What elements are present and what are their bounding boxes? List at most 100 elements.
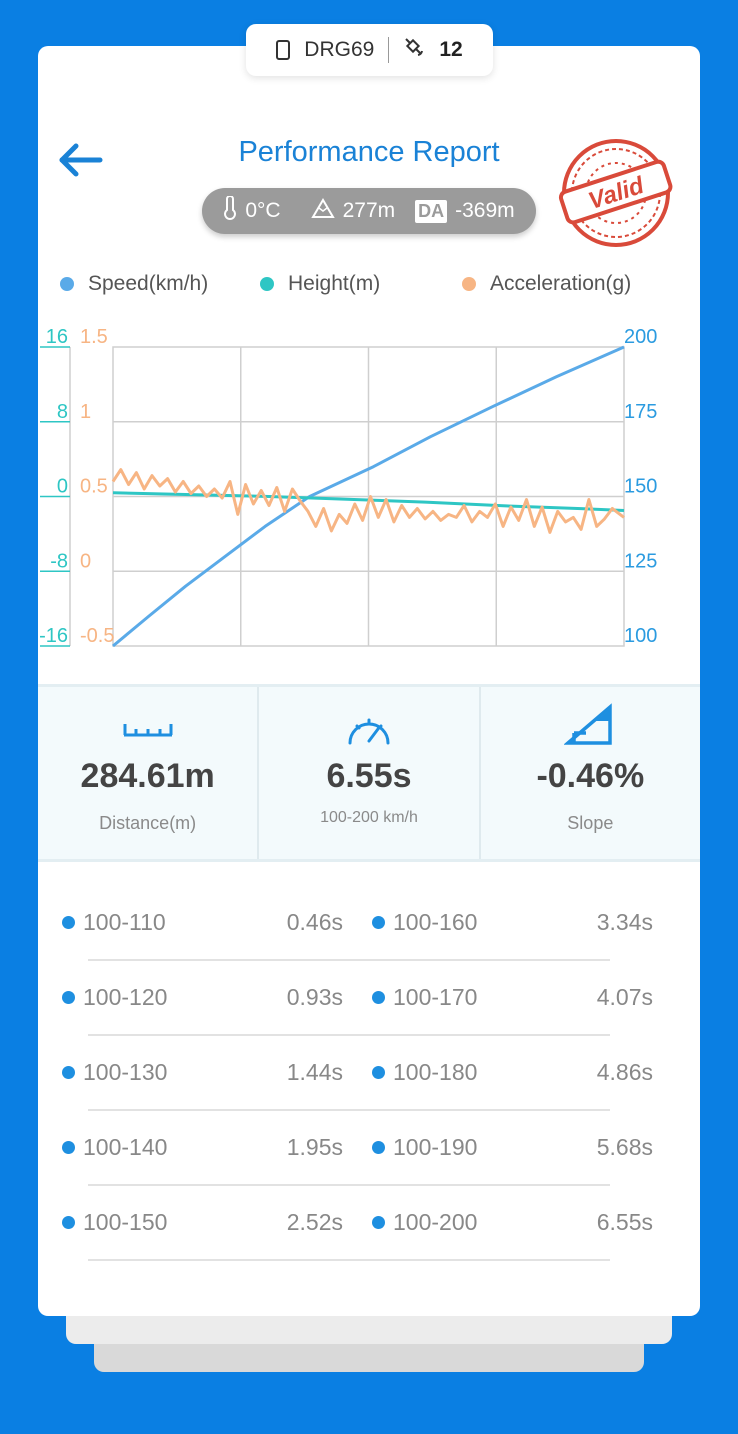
- legend-item-speed[interactable]: Speed(km/h): [60, 272, 208, 296]
- split-time: 4.86s: [596, 1059, 653, 1085]
- acceleration-tick-label: 0.5: [80, 476, 108, 498]
- legend-dot: [462, 277, 476, 291]
- row-divider: [88, 1184, 610, 1186]
- split-range-label: 100-200: [393, 1209, 478, 1235]
- split-range-label: 100-130: [83, 1059, 168, 1085]
- metrics-panel: 284.61m Distance(m) 6.55s 100-200 km/h -…: [38, 684, 700, 862]
- table-row: 100-150 2.52s 100-200 6.55s: [38, 1186, 700, 1261]
- row-divider: [88, 1109, 610, 1111]
- phone-icon: [276, 40, 291, 60]
- splits-table: 100-110 0.46s 100-160 3.34s 100-120 0.93s 100-…: [38, 886, 700, 1261]
- bullet-dot-icon: [62, 991, 75, 1004]
- performance-chart: 16 8 0 -8 -16 1.5 1 0.5 0 -0.5 200 175 150 125 100: [39, 326, 657, 648]
- split-range: 100-130: [62, 1059, 167, 1086]
- distance-label: Distance(m): [99, 813, 197, 833]
- legend-item-height[interactable]: Height(m): [260, 272, 380, 296]
- split-range-label: 100-150: [83, 1209, 168, 1235]
- temperature-value: 0°C: [245, 199, 281, 222]
- table-row: 100-130 1.44s 100-180 4.86s: [38, 1036, 700, 1111]
- back-button[interactable]: [56, 140, 106, 180]
- table-row: 100-110 0.46s 100-160 3.34s: [38, 886, 700, 961]
- legend-item-acceleration[interactable]: Acceleration(g): [462, 272, 631, 296]
- density-altitude-value: -369m: [455, 199, 515, 222]
- split-range: 100-120: [62, 984, 167, 1011]
- bullet-dot-icon: [372, 1141, 385, 1154]
- height-tick-label: -16: [39, 625, 68, 647]
- slope-icon: [481, 703, 700, 747]
- table-row: 100-140 1.95s 100-190 5.68s: [38, 1111, 700, 1186]
- height-tick-label: 0: [57, 476, 68, 498]
- satellite-count: 12: [439, 38, 463, 61]
- split-time: 1.44s: [286, 1059, 343, 1085]
- metric-distance: 284.61m Distance(m): [38, 687, 257, 859]
- metric-time: 6.55s 100-200 km/h: [257, 687, 478, 859]
- speed-tick-label: 150: [624, 476, 657, 498]
- legend-label: Acceleration(g): [490, 272, 632, 295]
- split-range: 100-170: [372, 984, 477, 1011]
- bullet-dot-icon: [372, 916, 385, 929]
- split-range-label: 100-110: [83, 909, 166, 935]
- device-name: DRG69: [304, 38, 375, 61]
- legend-dot: [60, 277, 74, 291]
- height-tick-label: 16: [46, 326, 68, 348]
- page-title: Performance Report: [238, 136, 500, 168]
- split-range-label: 100-140: [83, 1134, 168, 1160]
- bullet-dot-icon: [62, 916, 75, 929]
- split-range: 100-110: [62, 909, 166, 936]
- slope-value: -0.46%: [536, 757, 645, 795]
- speed-tick-label: 125: [624, 550, 657, 572]
- speed-tick-label: 100: [624, 625, 657, 647]
- valid-stamp: Valid: [556, 138, 674, 248]
- bullet-dot-icon: [372, 991, 385, 1004]
- split-time: 6.55s: [596, 1209, 653, 1235]
- split-range-label: 100-190: [393, 1134, 478, 1160]
- series-line: [111, 468, 625, 534]
- split-time: 3.34s: [596, 909, 653, 935]
- time-value: 6.55s: [326, 757, 412, 795]
- bullet-dot-icon: [62, 1066, 75, 1079]
- speedometer-icon: [259, 711, 478, 747]
- satellite-icon: [403, 36, 425, 64]
- ruler-icon: [38, 711, 257, 747]
- split-range-label: 100-160: [393, 909, 478, 935]
- speed-tick-label: 175: [624, 401, 657, 423]
- legend-label: Height(m): [288, 272, 381, 295]
- device-pill[interactable]: DRG69 12: [246, 24, 493, 76]
- report-card: Performance Report 0°C 277m DA -369m Val…: [38, 46, 700, 1316]
- height-tick-label: 8: [57, 401, 68, 423]
- split-range: 100-190: [372, 1134, 477, 1161]
- environment-pill: 0°C 277m DA -369m: [202, 188, 536, 234]
- slope-label: Slope: [567, 813, 614, 833]
- split-range: 100-140: [62, 1134, 167, 1161]
- speed-tick-label: 200: [624, 326, 657, 348]
- split-time: 0.93s: [286, 984, 343, 1010]
- split-time: 4.07s: [596, 984, 653, 1010]
- altitude-value: 277m: [342, 199, 396, 222]
- bullet-dot-icon: [372, 1066, 385, 1079]
- split-range: 100-160: [372, 909, 477, 936]
- legend-dot: [260, 277, 274, 291]
- split-time: 2.52s: [286, 1209, 343, 1235]
- legend-label: Speed(km/h): [88, 272, 209, 295]
- arrow-left-icon: [59, 143, 103, 177]
- table-row: 100-120 0.93s 100-170 4.07s: [38, 961, 700, 1036]
- split-range: 100-150: [62, 1209, 167, 1236]
- thermometer-icon: [223, 195, 237, 226]
- split-time: 5.68s: [596, 1134, 653, 1160]
- split-time: 1.95s: [286, 1134, 343, 1160]
- density-altitude-badge: DA: [415, 199, 448, 223]
- acceleration-tick-label: 1: [80, 401, 91, 423]
- metric-slope: -0.46% Slope: [478, 687, 700, 859]
- split-time: 0.46s: [286, 909, 343, 935]
- split-range-label: 100-180: [393, 1059, 478, 1085]
- acceleration-tick-label: -0.5: [80, 625, 114, 647]
- split-range: 100-200: [372, 1209, 477, 1236]
- row-divider: [88, 959, 610, 961]
- acceleration-tick-label: 0: [80, 550, 91, 572]
- bullet-dot-icon: [62, 1141, 75, 1154]
- bullet-dot-icon: [372, 1216, 385, 1229]
- distance-value: 284.61m: [80, 757, 215, 795]
- bullet-dot-icon: [62, 1216, 75, 1229]
- acceleration-tick-label: 1.5: [80, 326, 108, 348]
- row-divider: [88, 1259, 610, 1261]
